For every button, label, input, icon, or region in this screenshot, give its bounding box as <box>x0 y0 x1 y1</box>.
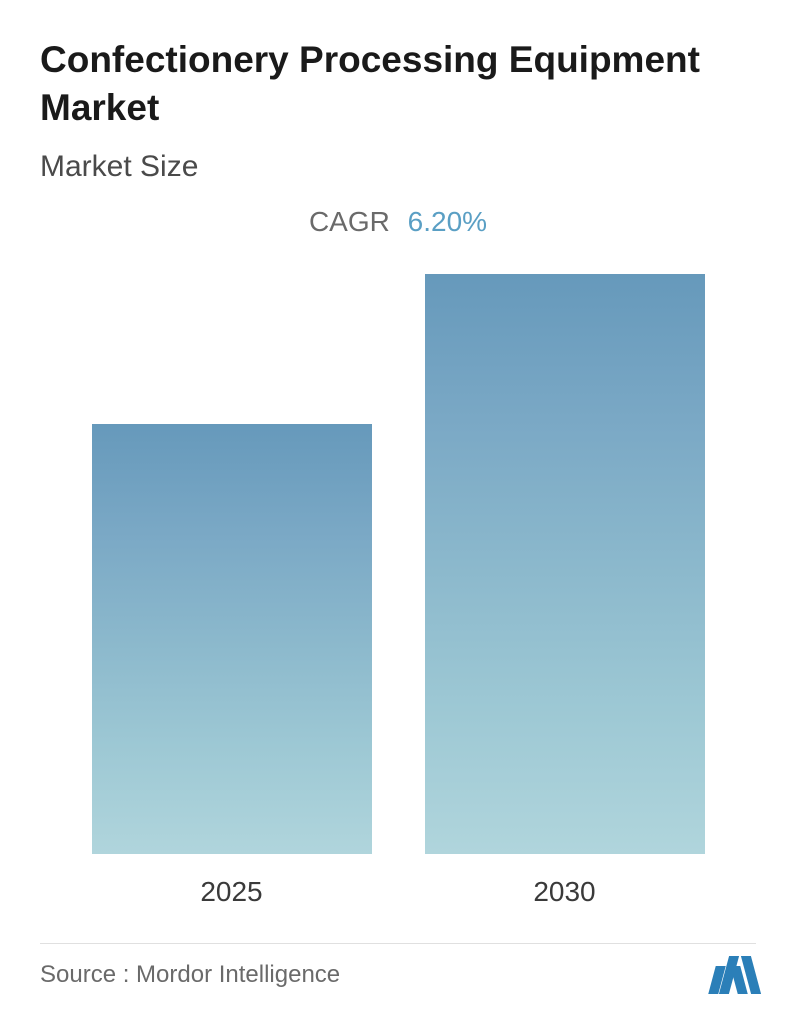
chart-area: 2025 2030 <box>40 268 756 908</box>
bar-label-2025: 2025 <box>200 876 262 908</box>
chart-subtitle: Market Size <box>40 150 756 184</box>
chart-title: Confectionery Processing Equipment Marke… <box>40 36 756 132</box>
cagr-label: CAGR <box>309 206 390 237</box>
bar-2025 <box>92 424 372 854</box>
cagr-value: 6.20% <box>408 206 487 237</box>
source-label: Source : Mordor Intelligence <box>40 961 340 989</box>
bar-group-2030: 2030 <box>425 274 705 908</box>
footer: Source : Mordor Intelligence <box>40 926 756 994</box>
bar-label-2030: 2030 <box>533 876 595 908</box>
cagr-row: CAGR 6.20% <box>40 206 756 238</box>
bar-group-2025: 2025 <box>92 424 372 908</box>
brand-logo <box>712 956 756 994</box>
bar-2030 <box>425 274 705 854</box>
footer-divider <box>40 943 756 944</box>
